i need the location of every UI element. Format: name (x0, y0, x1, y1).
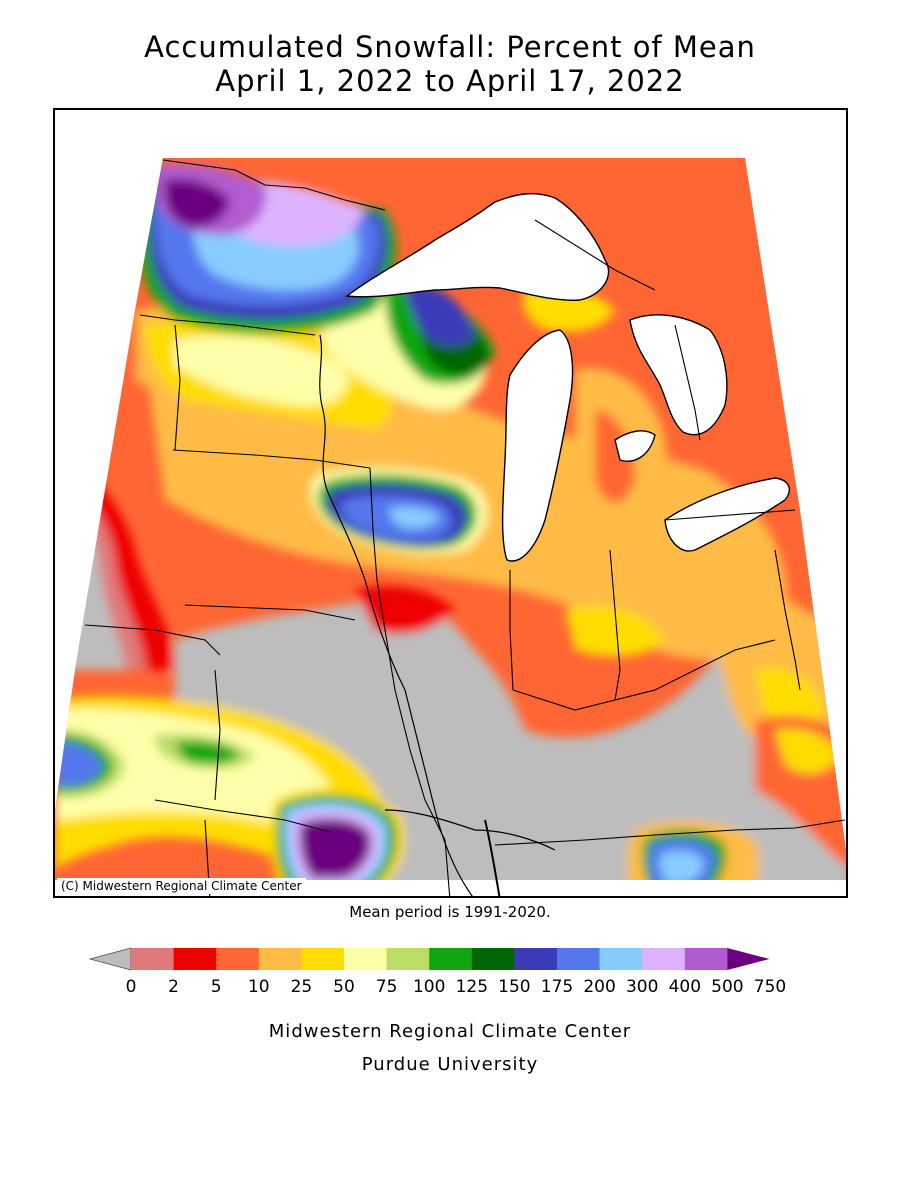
state-boundaries (84, 159, 846, 896)
legend-swatch (642, 948, 686, 970)
legend-swatch (557, 948, 601, 970)
legend-labels: 0 2 5 10 25 50 75 100 125 150 175 200 300 400 500 750 (126, 977, 787, 997)
legend-arrow-low (88, 947, 132, 971)
color-legend: 0 2 5 10 25 50 75 100 125 150 175 200 300 400 500 750 (88, 947, 787, 997)
legend-swatch (599, 948, 643, 970)
legend-swatch (684, 948, 728, 970)
map-copyright: (C) Midwestern Regional Climate Center (57, 878, 306, 894)
legend-swatch (173, 948, 217, 970)
legend-tick-label: 300 (626, 977, 658, 997)
credit-org: Midwestern Regional Climate Center (268, 1021, 632, 1042)
snowfall-map: (C) Midwestern Regional Climate Center (53, 108, 848, 898)
map-date-range: April 1, 2022 to April 17, 2022 (215, 64, 685, 98)
legend-tick-label: 125 (456, 977, 488, 997)
legend-tick-label: 50 (333, 977, 355, 997)
legend-tick-label: 5 (211, 977, 222, 997)
legend-swatch (514, 948, 558, 970)
legend-tick-label: 500 (711, 977, 743, 997)
legend-swatch (471, 948, 515, 970)
legend-tick-label: 0 (126, 977, 137, 997)
legend-tick-label: 150 (498, 977, 530, 997)
legend-swatch (344, 948, 388, 970)
map-canvas (55, 158, 846, 896)
mean-period-note: Mean period is 1991-2020. (349, 903, 551, 921)
legend-swatch (258, 948, 302, 970)
legend-tick-label: 10 (248, 977, 270, 997)
legend-arrow-high (727, 948, 770, 970)
legend-tick-label: 400 (669, 977, 701, 997)
credit-university: Purdue University (361, 1054, 539, 1075)
rivers (319, 334, 556, 896)
legend-swatch (131, 948, 175, 970)
legend-swatch (216, 948, 260, 970)
great-lakes (345, 192, 791, 562)
legend-tick-label: 2 (168, 977, 179, 997)
legend-swatch (386, 948, 430, 970)
map-title: Accumulated Snowfall: Percent of Mean (144, 30, 756, 64)
legend-swatch (301, 948, 345, 970)
legend-swatch (429, 948, 473, 970)
legend-tick-label: 175 (541, 977, 573, 997)
legend-tick-label: 100 (413, 977, 445, 997)
legend-tick-label: 750 (754, 977, 786, 997)
legend-swatches (88, 947, 770, 971)
legend-tick-label: 25 (291, 977, 313, 997)
legend-tick-label: 75 (376, 977, 398, 997)
legend-tick-label: 200 (583, 977, 615, 997)
